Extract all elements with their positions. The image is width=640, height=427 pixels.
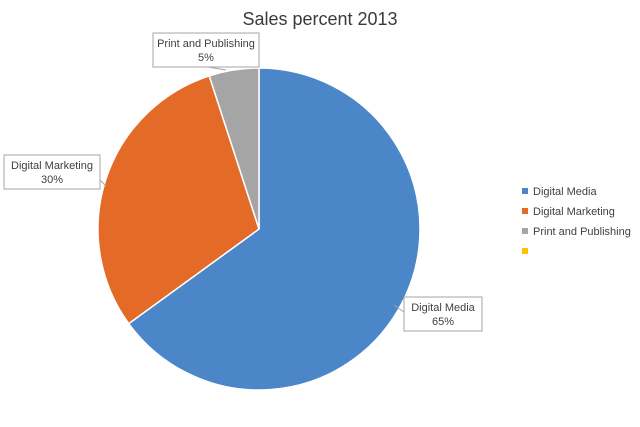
pie-slice-digital-media xyxy=(127,67,421,391)
legend-item-digital-marketing: Digital Marketing xyxy=(522,206,615,218)
leader-line xyxy=(393,304,405,313)
data-label-value: 65% xyxy=(432,316,454,328)
legend-item-series-3 xyxy=(522,248,528,254)
pie-slices xyxy=(97,67,421,391)
chart-title: Sales percent 2013 xyxy=(242,9,397,29)
data-label-category: Digital Media xyxy=(411,302,475,314)
legend-swatch xyxy=(522,188,528,194)
legend-label: Print and Publishing xyxy=(533,226,631,238)
data-label-callouts: Digital Media 65% Digital Marketing 30% Prin… xyxy=(3,32,483,332)
legend-swatch xyxy=(522,248,528,254)
leader-line xyxy=(99,179,107,187)
legend-item-digital-media: Digital Media xyxy=(522,186,597,198)
legend-swatch xyxy=(522,228,528,234)
pie-slice-digital-marketing xyxy=(97,74,260,325)
data-label-box xyxy=(3,154,101,190)
data-label-box xyxy=(403,296,483,332)
pie-slice-print-and-publishing xyxy=(208,67,260,230)
data-label-print-and-publishing: Print and Publishing 5% xyxy=(152,32,260,71)
legend-swatch xyxy=(522,208,528,214)
data-label-category: Digital Marketing xyxy=(11,160,93,172)
legend-label: Digital Media xyxy=(533,186,597,198)
data-label-box xyxy=(152,32,260,68)
legend-item-print-and-publishing: Print and Publishing xyxy=(522,226,631,238)
data-label-value: 30% xyxy=(41,174,63,186)
legend: Digital Media Digital Marketing Print and … xyxy=(522,186,631,254)
data-label-digital-media: Digital Media 65% xyxy=(393,296,483,332)
legend-label: Digital Marketing xyxy=(533,206,615,218)
data-label-category: Print and Publishing xyxy=(157,38,255,50)
data-label-value: 5% xyxy=(198,52,214,64)
data-label-digital-marketing: Digital Marketing 30% xyxy=(3,154,107,190)
